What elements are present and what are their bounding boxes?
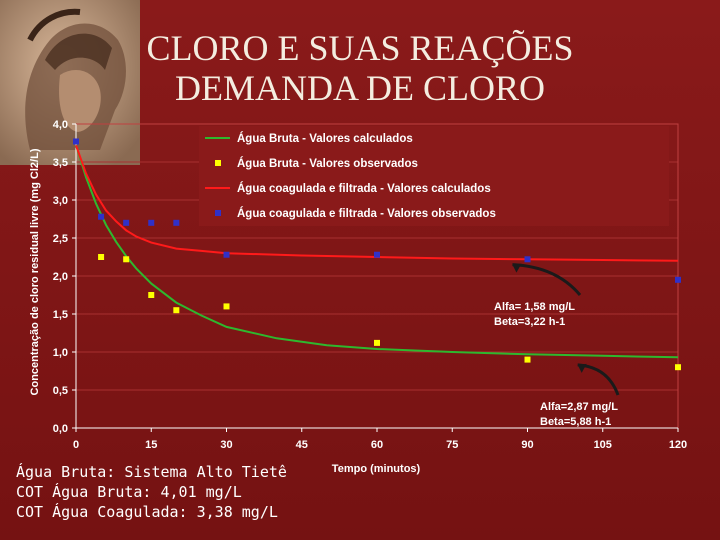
y-tick-label: 0,0 — [53, 423, 68, 435]
legend-swatch-marker — [215, 210, 221, 216]
data-point-series-3 — [223, 251, 230, 258]
data-point-series-3 — [173, 219, 180, 226]
x-tick-label: 90 — [521, 439, 533, 451]
chart-annotations: Alfa= 1,58 mg/L Beta=3,22 h-1 Alfa=2,87 mg… — [494, 263, 620, 428]
legend-entry-label: Água Bruta - Valores observados — [237, 157, 418, 170]
data-point-series-3 — [374, 251, 380, 258]
footer-line-3: COT Água Coagulada: 3,38 mg/L — [16, 503, 278, 521]
legend-background — [199, 126, 669, 226]
y-axis-label: Concentração de cloro residual livre (mg… — [29, 148, 41, 395]
legend-entry-label: Água coagulada e filtrada - Valores obse… — [237, 207, 496, 220]
y-tick-label: 2,5 — [53, 233, 68, 245]
chart-axes: 0,0 0,5 1,0 1,5 2,0 2,5 3,0 3,5 4,0 0 15 30 45 60 75 90… — [53, 119, 687, 451]
helmeted-head-medallion-icon — [0, 0, 140, 165]
title-line-1: CLORO E SUAS REAÇÕES — [146, 28, 574, 68]
x-tick-label: 105 — [594, 439, 612, 451]
data-point-series-1 — [173, 307, 180, 314]
data-point-series-1 — [675, 364, 681, 371]
annotation-arrowhead — [512, 263, 522, 273]
chart-legend: Água Bruta - Valores calculados Água Brut… — [199, 126, 669, 226]
x-axis-label: Tempo (minutos) — [332, 463, 421, 475]
data-point-series-3 — [675, 276, 681, 283]
chart: 0,0 0,5 1,0 1,5 2,0 2,5 3,0 3,5 4,0 0 15 30 45 60 75 90… — [29, 119, 687, 475]
y-tick-label: 0,5 — [53, 385, 68, 397]
data-point-series-1 — [223, 303, 230, 310]
annotation-text: Alfa=2,87 mg/L — [540, 401, 618, 413]
data-point-series-3 — [123, 219, 130, 226]
x-tick-label: 0 — [73, 439, 79, 451]
data-point-series-1 — [524, 356, 531, 363]
footer-line-2: COT Água Bruta: 4,01 mg/L — [16, 483, 242, 501]
series-line-0 — [75, 145, 679, 359]
y-tick-label: 1,0 — [53, 347, 68, 359]
annotation-arrow — [512, 263, 582, 296]
x-tick-label: 15 — [145, 439, 157, 451]
annotation-text: Beta=3,22 h-1 — [494, 316, 565, 328]
data-point-series-3 — [148, 219, 155, 226]
x-tick-label: 60 — [371, 439, 383, 451]
annotation-arrowhead — [577, 363, 587, 373]
x-tick-label: 120 — [669, 439, 687, 451]
data-point-series-1 — [98, 254, 105, 260]
y-tick-label: 1,5 — [53, 309, 68, 321]
legend-swatch-marker — [215, 160, 221, 166]
slide-title: CLORO E SUAS REAÇÕES DEMANDA DE CLORO — [140, 28, 580, 108]
y-tick-label: 2,0 — [53, 271, 68, 283]
annotation-text: Alfa= 1,58 mg/L — [494, 301, 575, 313]
data-point-series-3 — [524, 256, 531, 263]
y-tick-label: 3,5 — [53, 157, 68, 169]
series-line-2 — [75, 144, 679, 262]
y-tick-label: 4,0 — [53, 119, 68, 131]
footer-notes: Água Bruta: Sistema Alto Tietê COT Água … — [16, 462, 287, 522]
chart-series — [73, 138, 681, 371]
data-point-series-1 — [148, 292, 155, 298]
data-point-series-3 — [73, 138, 79, 145]
data-point-series-1 — [123, 256, 130, 263]
x-tick-label: 45 — [296, 439, 308, 451]
data-point-series-1 — [374, 339, 380, 346]
x-tick-label: 30 — [220, 439, 232, 451]
legend-entry-label: Água coagulada e filtrada - Valores calc… — [237, 182, 491, 195]
y-tick-label: 3,0 — [53, 195, 68, 207]
title-line-2: DEMANDA DE CLORO — [174, 68, 545, 108]
annotation-text: Beta=5,88 h-1 — [540, 416, 611, 428]
x-tick-label: 75 — [446, 439, 458, 451]
legend-entry-label: Água Bruta - Valores calculados — [237, 132, 413, 145]
data-point-series-3 — [98, 213, 105, 220]
footer-line-1: Água Bruta: Sistema Alto Tietê — [16, 463, 287, 481]
